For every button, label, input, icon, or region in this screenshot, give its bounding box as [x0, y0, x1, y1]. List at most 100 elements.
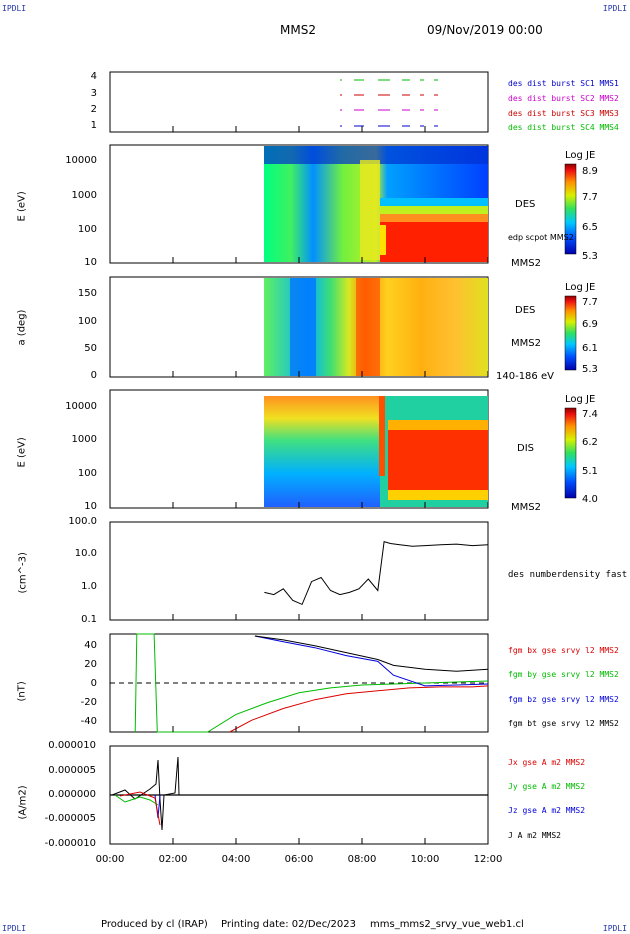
tick-label: 0 — [90, 370, 97, 381]
corner-label: IPDLI — [602, 924, 627, 933]
tick-label: -20 — [80, 697, 97, 708]
x-tick-label: 02:00 — [158, 854, 188, 865]
y-axis-label: a (deg) — [16, 309, 28, 346]
colorbar-tick: 6.2 — [582, 437, 598, 448]
colorbar-tick: 6.1 — [582, 343, 598, 354]
panel-side-label: MMS2 — [511, 338, 541, 349]
panel-side-label: 140-186 eV — [496, 371, 554, 382]
corner-label: IPDLI — [2, 924, 27, 933]
x-tick-label: 04:00 — [221, 854, 251, 865]
legend-entry: Jx gse A m2 MMS2 — [508, 758, 586, 767]
tick-label: 1.0 — [81, 581, 97, 592]
legend-entry: fgm bt gse srvy l2 MMS2 — [508, 719, 619, 728]
des-pitch-panel — [109, 276, 489, 378]
tick-label: 20 — [84, 659, 97, 670]
bt-line — [254, 635, 489, 672]
colorbar-title: Log JE — [565, 394, 596, 405]
tick-label: 50 — [84, 343, 97, 354]
panel-side-label: DES — [515, 305, 536, 316]
panel-side-label: edp scpot MMS2 — [508, 233, 574, 242]
des-energy-panel — [109, 144, 489, 264]
tick-label: 1000 — [71, 190, 97, 201]
colorbar-des-energy — [564, 163, 577, 255]
legend-entry: fgm bx gse srvy l2 MMS2 — [508, 646, 619, 655]
tick-label: 10.0 — [74, 548, 97, 559]
panel-side-label: MMS2 — [511, 502, 541, 513]
tick-label: -40 — [80, 716, 97, 727]
tick-label: -0.000010 — [44, 838, 96, 849]
tick-label: 1000 — [71, 434, 97, 445]
y-axis-label: E (eV) — [16, 437, 28, 468]
tick-label: 100.0 — [68, 516, 97, 527]
tick-label: 10 — [84, 501, 97, 512]
y-axis-label: (cm^-3) — [17, 552, 29, 594]
x-tick-label: 12:00 — [473, 854, 503, 865]
colorbar-title: Log JE — [565, 282, 596, 293]
bx-line — [229, 685, 489, 733]
panel-side-label: DIS — [517, 443, 534, 454]
tick-label: 100 — [77, 316, 97, 327]
corner-label: IPDLI — [2, 4, 27, 13]
tick-label: 4 — [90, 71, 97, 82]
tick-label: 150 — [77, 288, 97, 299]
legend-entry: des numberdensity fast M — [508, 570, 630, 580]
colorbar-tick: 4.0 — [582, 494, 598, 505]
colorbar-tick: 5.3 — [582, 364, 598, 375]
tick-label: 3 — [90, 88, 97, 99]
colorbar-dis — [564, 407, 577, 499]
tick-label: 2 — [90, 104, 97, 115]
colorbar-tick: 7.4 — [582, 409, 598, 420]
page-datetime: 09/Nov/2019 00:00 — [427, 23, 543, 37]
colorbar-tick: 8.9 — [582, 166, 598, 177]
legend-entry: Jy gse A m2 MMS2 — [508, 782, 586, 791]
tick-label: -0.000005 — [44, 813, 96, 824]
colorbar-tick: 6.9 — [582, 319, 598, 330]
tick-label: 0.000000 — [48, 789, 96, 800]
footer-produced: Produced by cl (IRAP) — [101, 919, 208, 930]
colorbar-title: Log JE — [565, 150, 596, 161]
page-title: MMS2 — [280, 23, 316, 37]
density-line — [264, 541, 489, 606]
footer-file: mms_mms2_srvy_vue_web1.cl — [370, 919, 524, 930]
tick-label: 100 — [77, 224, 97, 235]
tick-label: 0.000005 — [48, 765, 96, 776]
burst-panel — [109, 71, 489, 133]
x-tick-label: 10:00 — [410, 854, 440, 865]
legend-entry: des dist burst SC3 MMS3 — [508, 109, 619, 118]
density-panel — [109, 521, 489, 621]
colorbar-des-pitch — [564, 295, 577, 371]
tick-label: 0 — [90, 678, 97, 689]
legend-entry: J A m2 MMS2 — [508, 831, 561, 840]
colorbar-tick: 7.7 — [582, 297, 598, 308]
corner-label: IPDLI — [602, 4, 627, 13]
by-line — [134, 633, 489, 733]
colorbar-tick: 6.5 — [582, 222, 598, 233]
tick-label: 10000 — [65, 401, 97, 412]
panel-side-label: DES — [515, 199, 536, 210]
tick-label: 100 — [77, 468, 97, 479]
footer-printing: Printing date: 02/Dec/2023 — [221, 919, 357, 930]
tick-label: 40 — [84, 640, 97, 651]
dis-energy-panel — [109, 389, 489, 509]
colorbar-tick: 5.1 — [582, 466, 598, 477]
y-axis-label: (nT) — [16, 681, 28, 702]
colorbar-tick: 7.7 — [582, 192, 598, 203]
panel-side-label: MMS2 — [511, 258, 541, 269]
y-axis-label: (A/m2) — [17, 785, 29, 820]
x-axis-ticks — [109, 126, 489, 844]
legend-entry: des dist burst SC1 MMS1 — [508, 79, 619, 88]
legend-entry: Jz gse A m2 MMS2 — [508, 806, 586, 815]
current-panel — [109, 745, 489, 845]
bz-line — [254, 635, 489, 687]
x-tick-label: 00:00 — [95, 854, 125, 865]
legend-entry: fgm by gse srvy l2 MMS2 — [508, 670, 619, 679]
legend-entry: des dist burst SC2 MMS2 — [508, 94, 619, 103]
legend-entry: des dist burst SC4 MMS4 — [508, 123, 619, 132]
tick-label: 1 — [90, 120, 97, 131]
x-tick-label: 06:00 — [284, 854, 314, 865]
y-axis-label: E (eV) — [16, 191, 28, 222]
x-tick-label: 08:00 — [347, 854, 377, 865]
magnetic-panel — [109, 633, 489, 733]
tick-label: 0.1 — [81, 614, 97, 625]
